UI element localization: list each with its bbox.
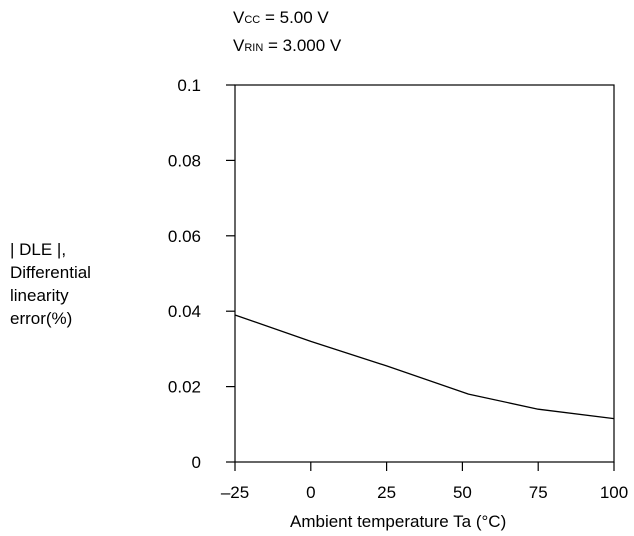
plot-frame [234,84,615,463]
y-tick-label: 0.1 [177,76,201,95]
y-axis-label-line: error(%) [10,309,73,328]
x-tick-label: 75 [529,483,548,502]
y-tick-label: 0 [192,453,201,472]
condition-vrin: VRIN = 3.000 V [233,36,342,55]
y-tick-label: 0.08 [168,151,201,170]
x-tick-label: 100 [600,483,628,502]
x-tick-label: 0 [306,483,315,502]
x-tick-label: –25 [221,483,249,502]
y-tick-label: 0.02 [168,378,201,397]
y-axis-label-line: | DLE |, [10,240,67,259]
y-axis-label-line: Differential [10,263,91,282]
x-axis-label: Ambient temperature Ta (°C) [290,512,507,531]
y-axis-label: | DLE |, Differential linearity error(%) [10,238,91,330]
y-tick-label: 0.06 [168,227,201,246]
x-tick-label: 25 [377,483,396,502]
condition-vcc: VCC = 5.00 V [233,8,329,27]
y-tick-label: 0.04 [168,302,201,321]
y-axis-label-line: linearity [10,286,69,305]
x-tick-label: 50 [453,483,472,502]
series-line [234,314,615,420]
